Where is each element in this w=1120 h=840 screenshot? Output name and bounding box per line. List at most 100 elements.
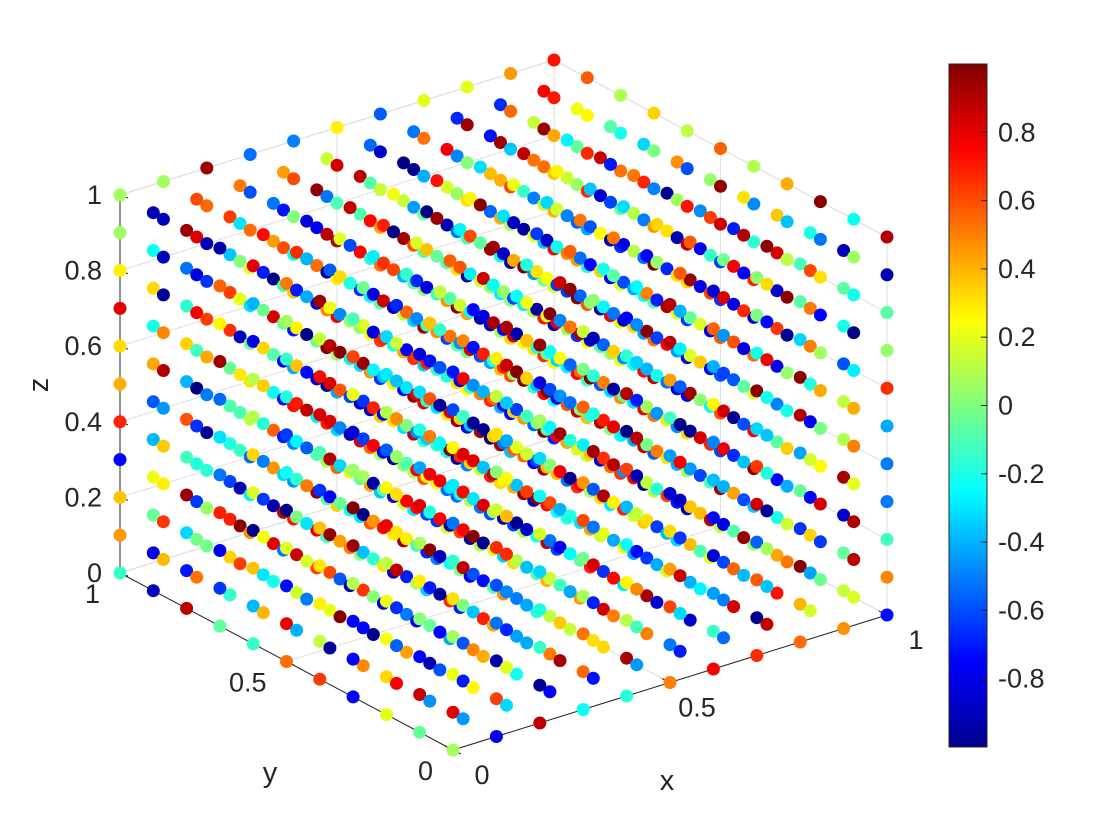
scatter-point — [614, 164, 628, 178]
scatter-point — [213, 544, 227, 557]
scatter-point — [750, 497, 764, 511]
scatter-point — [647, 182, 661, 196]
scatter-point — [607, 609, 620, 623]
scatter-point — [630, 658, 644, 672]
scatter-point — [533, 603, 547, 617]
scatter-point — [356, 508, 370, 521]
scatter-point — [510, 365, 524, 379]
scatter-point — [233, 481, 247, 495]
scatter-point — [760, 277, 774, 291]
scatter-point — [180, 412, 194, 426]
scatter-point — [640, 627, 654, 641]
scatter-point — [880, 306, 894, 320]
scatter-point — [760, 466, 774, 480]
scatter-point — [113, 339, 127, 353]
scatter-point — [563, 547, 577, 561]
scatter-point — [433, 663, 447, 677]
scatter-point — [727, 259, 741, 273]
scatter-point — [596, 413, 610, 427]
scatter-point — [413, 650, 427, 664]
scatter-point — [553, 540, 567, 554]
scatter-point — [246, 259, 260, 273]
scatter-point — [466, 681, 480, 695]
scatter-point — [473, 160, 487, 174]
scatter-point — [423, 505, 437, 519]
scatter-point — [280, 428, 293, 442]
scatter-point — [553, 276, 567, 290]
scatter-point — [717, 253, 730, 267]
scatter-point — [527, 191, 541, 205]
scatter-point — [200, 312, 214, 326]
x-tick-label: 0 — [474, 760, 489, 790]
colorbar-tick-label: -0.2 — [998, 459, 1045, 489]
z-tick-label: 0.4 — [64, 407, 102, 437]
scatter-point — [673, 644, 687, 658]
scatter-point — [113, 301, 127, 315]
scatter-point — [266, 499, 280, 513]
scatter-point — [277, 203, 290, 217]
scatter-point — [563, 433, 577, 447]
scatter-point — [563, 471, 577, 485]
scatter-point — [233, 443, 247, 457]
scatter-point — [379, 594, 393, 608]
scatter-point — [113, 490, 127, 504]
scatter-point — [223, 512, 237, 526]
scatter-point — [706, 586, 720, 600]
scatter-point — [760, 428, 774, 442]
scatter-point — [366, 401, 380, 415]
scatter-point — [683, 235, 697, 249]
scatter-point — [880, 532, 894, 546]
scatter-point — [607, 496, 620, 509]
scatter-point — [880, 570, 894, 584]
scatter-point — [530, 227, 544, 241]
scatter-point — [576, 325, 590, 338]
scatter-point — [440, 180, 454, 194]
scatter-point — [630, 318, 644, 332]
scatter-point — [213, 241, 227, 255]
scatter-point — [737, 266, 751, 280]
scatter-point — [614, 88, 628, 102]
scatter-point — [190, 570, 204, 584]
scatter-point — [213, 317, 227, 331]
scatter-point — [727, 600, 741, 614]
scatter-point — [770, 548, 784, 562]
scatter-point — [837, 244, 851, 257]
scatter-point — [423, 543, 437, 557]
scatter-point — [333, 232, 347, 246]
scatter-point — [500, 585, 513, 599]
scatter-point — [213, 392, 227, 406]
y-tick-label: 1 — [85, 579, 100, 609]
scatter-point — [489, 427, 503, 441]
scatter-point — [323, 452, 337, 466]
scatter-point — [146, 395, 160, 409]
scatter-point — [537, 160, 551, 174]
scatter-point — [366, 628, 380, 641]
scatter-point — [456, 409, 470, 423]
scatter-point — [190, 306, 204, 320]
scatter-point — [586, 634, 600, 647]
scatter-point — [780, 442, 794, 455]
scatter-point — [586, 369, 600, 383]
scatter-point — [397, 194, 411, 208]
scatter-point — [410, 274, 424, 288]
scatter-point — [146, 584, 160, 598]
scatter-point — [593, 189, 607, 203]
z-tick-label: 0.6 — [64, 331, 102, 361]
scatter-point — [156, 288, 170, 302]
scatter-point — [714, 142, 727, 155]
scatter-point — [880, 381, 894, 395]
scatter-point — [543, 345, 557, 359]
scatter-point — [586, 445, 600, 458]
scatter-point — [543, 458, 557, 472]
scatter-point — [650, 558, 664, 572]
scatter-point — [507, 253, 521, 267]
scatter-point — [717, 631, 730, 645]
scatter-point — [563, 358, 577, 372]
scatter-point — [813, 459, 827, 473]
scatter-point — [376, 294, 390, 308]
scatter-point — [880, 495, 894, 509]
scatter-point — [570, 140, 584, 154]
scatter-point — [280, 277, 293, 290]
scatter-point — [489, 352, 503, 365]
scatter-point — [750, 611, 764, 625]
